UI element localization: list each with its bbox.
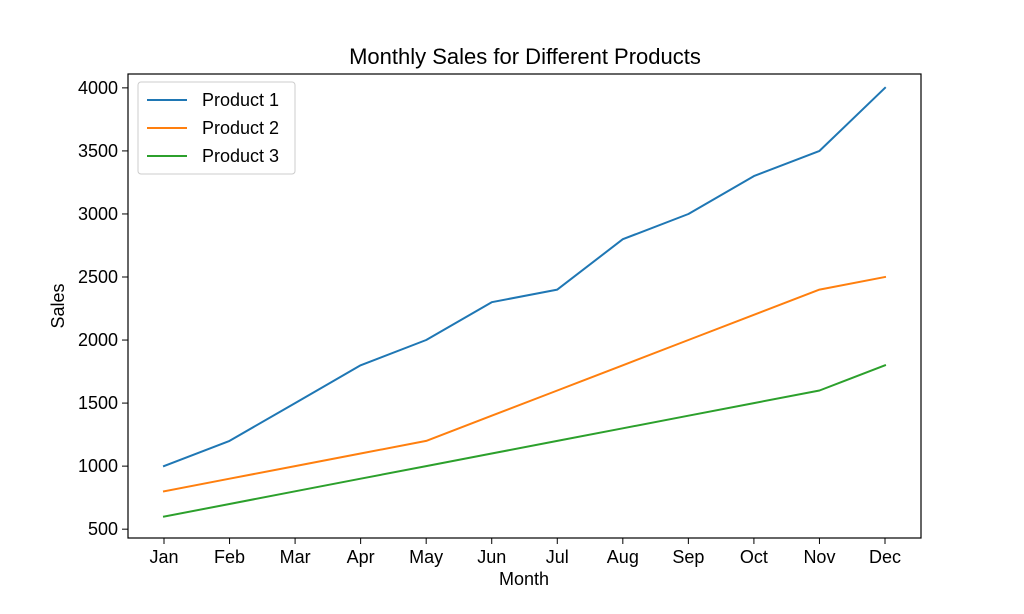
x-tick-label: Oct	[740, 547, 768, 567]
y-axis-ticks: 500 1000 1500 2000 2500 3000 3500 4000	[78, 78, 128, 539]
legend-label: Product 1	[202, 90, 279, 110]
legend-label: Product 3	[202, 146, 279, 166]
legend: Product 1 Product 2 Product 3	[137, 81, 296, 175]
x-tick-label: Sep	[672, 547, 704, 567]
y-tick-label: 1500	[78, 393, 118, 413]
x-tick-label: Jun	[477, 547, 506, 567]
y-tick-label: 2500	[78, 267, 118, 287]
y-tick-label: 3500	[78, 141, 118, 161]
x-tick-label: Jul	[546, 547, 569, 567]
x-axis-label: Month	[499, 569, 549, 589]
x-tick-label: Mar	[280, 547, 311, 567]
y-tick-label: 2000	[78, 330, 118, 350]
x-tick-label: Apr	[347, 547, 375, 567]
axes	[127, 73, 922, 539]
series-line-2	[162, 275, 887, 493]
plot-area	[162, 86, 887, 518]
x-axis-ticks: Jan Feb Mar Apr May Jun Jul Aug Sep Oct Nov Dec	[149, 538, 901, 567]
y-tick-label: 3000	[78, 204, 118, 224]
y-tick-label: 500	[88, 519, 118, 539]
x-tick-label: Dec	[869, 547, 901, 567]
series-line-3	[162, 364, 887, 518]
y-tick-label: 1000	[78, 456, 118, 476]
y-tick-label: 4000	[78, 78, 118, 98]
x-tick-label: Feb	[214, 547, 245, 567]
x-tick-label: Aug	[607, 547, 639, 567]
legend-label: Product 2	[202, 118, 279, 138]
x-tick-label: Jan	[149, 547, 178, 567]
plot-frame	[127, 73, 922, 539]
x-tick-label: May	[409, 547, 443, 567]
chart-title: Monthly Sales for Different Products	[349, 44, 701, 69]
x-tick-label: Nov	[803, 547, 835, 567]
y-axis-label: Sales	[48, 283, 68, 328]
series-line-1	[162, 86, 887, 468]
legend-box	[137, 81, 296, 175]
